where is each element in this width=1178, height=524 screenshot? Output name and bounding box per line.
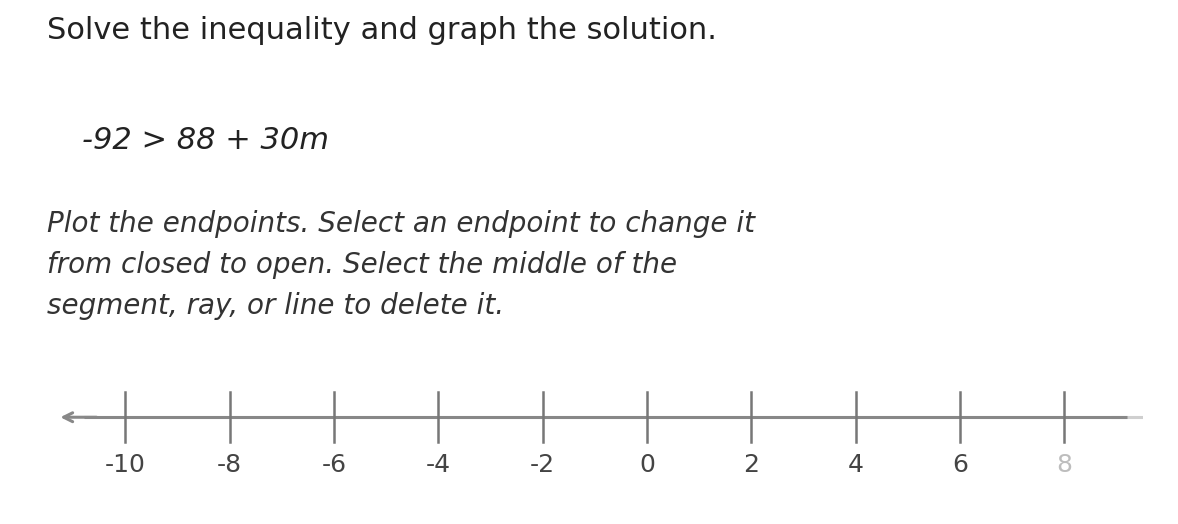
Text: Plot the endpoints. Select an endpoint to change it
from closed to open. Select : Plot the endpoints. Select an endpoint t… (47, 210, 755, 320)
Text: -4: -4 (425, 453, 451, 477)
Text: 8: 8 (1057, 453, 1072, 477)
Text: -8: -8 (217, 453, 243, 477)
Text: 2: 2 (743, 453, 760, 477)
Text: -6: -6 (322, 453, 346, 477)
Text: -2: -2 (530, 453, 555, 477)
Text: Solve the inequality and graph the solution.: Solve the inequality and graph the solut… (47, 16, 717, 45)
Text: -10: -10 (105, 453, 146, 477)
Text: 6: 6 (952, 453, 968, 477)
Text: -92 > 88 + 30m: -92 > 88 + 30m (82, 126, 330, 155)
Text: 4: 4 (848, 453, 863, 477)
Text: 0: 0 (640, 453, 655, 477)
